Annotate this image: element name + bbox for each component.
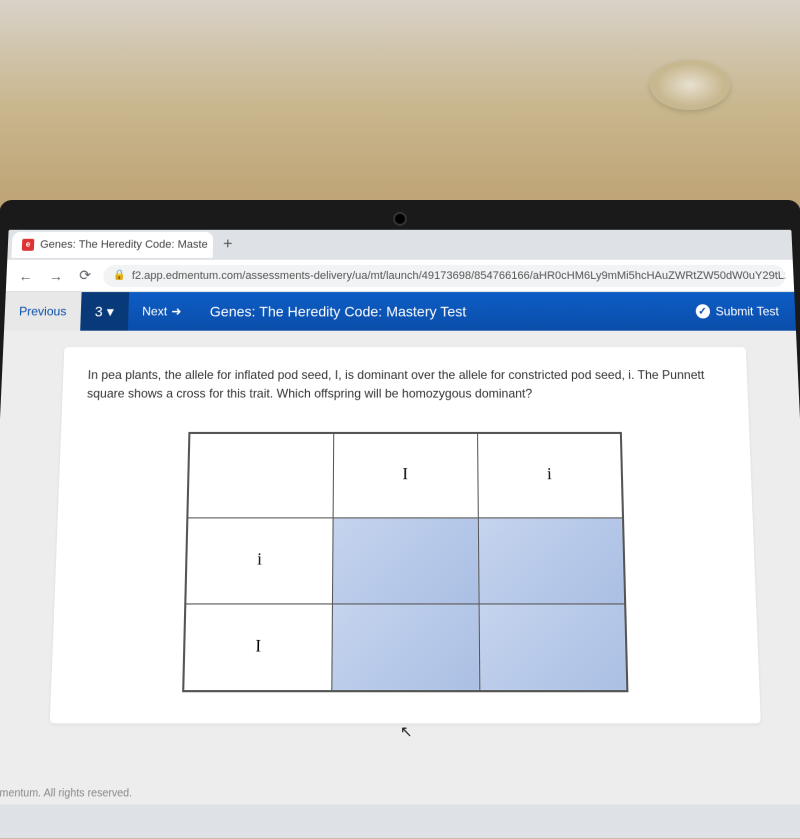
next-button[interactable]: Next ➜	[127, 292, 196, 331]
ceiling-fixture	[650, 60, 730, 110]
question-number-dropdown[interactable]: 3 ▾	[80, 292, 129, 331]
lock-icon: 🔒	[113, 270, 126, 281]
nav-reload-icon[interactable]: ⟳	[75, 267, 96, 284]
question-number-value: 3	[94, 303, 102, 319]
punnett-col-header-1: I	[333, 433, 478, 517]
url-input[interactable]: 🔒 f2.app.edmentum.com/assessments-delive…	[103, 264, 786, 286]
content-area: In pea plants, the allele for inflated p…	[0, 331, 800, 805]
browser-tab-active[interactable]: e Genes: The Heredity Code: Maste ×	[11, 232, 213, 258]
punnett-row-header-1: i	[185, 517, 332, 603]
punnett-corner	[187, 433, 333, 517]
laptop-frame: e Genes: The Heredity Code: Maste × + ← …	[0, 200, 800, 839]
new-tab-button[interactable]: +	[213, 236, 243, 254]
check-icon: ✓	[695, 304, 710, 318]
punnett-cell-1-2[interactable]	[478, 517, 625, 603]
next-arrow-icon: ➜	[171, 304, 182, 318]
question-text: In pea plants, the allele for inflated p…	[87, 366, 724, 403]
url-text: f2.app.edmentum.com/assessments-delivery…	[132, 269, 786, 281]
browser-tab-bar: e Genes: The Heredity Code: Maste × +	[7, 230, 792, 260]
test-title: Genes: The Heredity Code: Mastery Test	[195, 303, 679, 319]
nav-forward-icon[interactable]: →	[45, 267, 68, 283]
punnett-cell-2-1[interactable]	[331, 603, 479, 691]
punnett-cell-1-1[interactable]	[332, 517, 479, 603]
punnett-square: I i i I	[182, 432, 628, 692]
footer-copyright: dmentum. All rights reserved.	[0, 787, 132, 799]
test-navigation-bar: Previous 3 ▾ Next ➜ Genes: The Heredity …	[4, 292, 796, 331]
previous-button[interactable]: Previous	[4, 292, 81, 331]
nav-back-icon[interactable]: ←	[14, 267, 37, 283]
submit-label: Submit Test	[715, 304, 779, 318]
browser-address-bar: ← → ⟳ 🔒 f2.app.edmentum.com/assessments-…	[6, 260, 794, 292]
webcam	[393, 212, 407, 226]
punnett-cell-2-2[interactable]	[479, 603, 628, 691]
next-label: Next	[142, 304, 167, 318]
tab-favicon: e	[22, 239, 35, 251]
cursor-icon: ↖	[400, 722, 412, 741]
punnett-row-header-2: I	[183, 603, 332, 691]
tab-title: Genes: The Heredity Code: Maste	[40, 239, 208, 251]
screen: e Genes: The Heredity Code: Maste × + ← …	[0, 230, 800, 839]
punnett-col-header-2: i	[477, 433, 623, 517]
submit-test-button[interactable]: ✓ Submit Test	[678, 292, 795, 331]
chevron-down-icon: ▾	[106, 303, 114, 320]
question-card: In pea plants, the allele for inflated p…	[50, 347, 761, 723]
